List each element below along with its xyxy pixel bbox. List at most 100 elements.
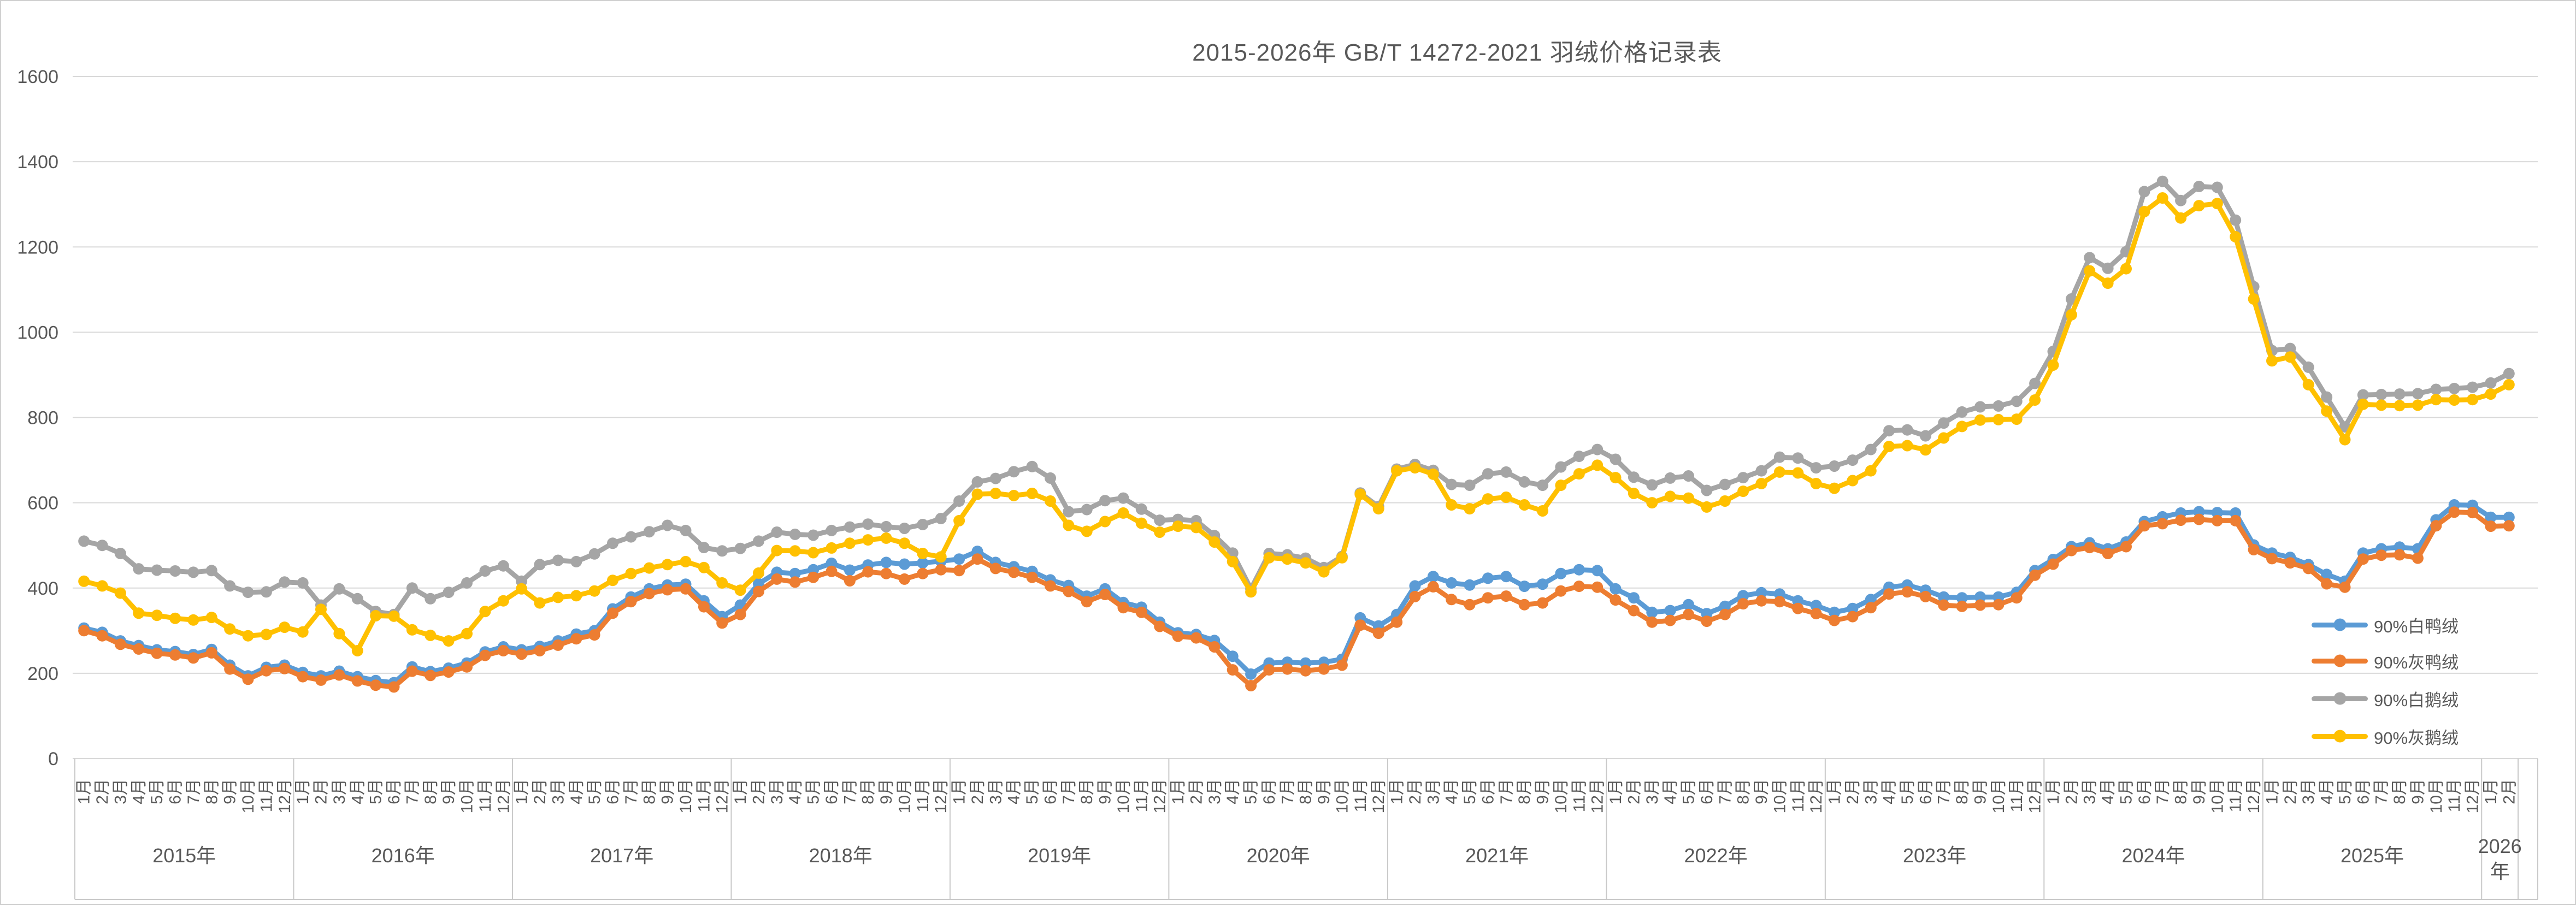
data-point[interactable] xyxy=(899,558,910,570)
data-point[interactable] xyxy=(625,596,637,608)
data-point[interactable] xyxy=(1993,599,2005,611)
data-point[interactable] xyxy=(2412,552,2424,564)
data-point[interactable] xyxy=(1190,632,1202,644)
data-point[interactable] xyxy=(917,567,929,579)
data-point[interactable] xyxy=(1974,414,1986,426)
data-point[interactable] xyxy=(2120,541,2132,553)
data-point[interactable] xyxy=(862,566,874,578)
data-point[interactable] xyxy=(771,526,783,538)
data-point[interactable] xyxy=(297,577,309,589)
data-point[interactable] xyxy=(552,639,564,651)
data-point[interactable] xyxy=(333,583,345,595)
data-point[interactable] xyxy=(2156,192,2168,204)
data-point[interactable] xyxy=(1683,608,1694,620)
legend-item-grey-goose-down[interactable]: 90%灰鹅绒 xyxy=(2312,725,2459,748)
data-point[interactable] xyxy=(1610,594,1622,606)
data-point[interactable] xyxy=(534,645,546,656)
data-point[interactable] xyxy=(953,553,965,565)
data-point[interactable] xyxy=(753,567,764,579)
data-point[interactable] xyxy=(2284,351,2296,363)
data-point[interactable] xyxy=(2138,186,2150,198)
data-point[interactable] xyxy=(297,671,309,683)
data-point[interactable] xyxy=(2357,553,2369,565)
data-point[interactable] xyxy=(2485,388,2497,400)
data-point[interactable] xyxy=(771,544,783,556)
data-point[interactable] xyxy=(662,519,674,531)
data-point[interactable] xyxy=(1956,406,1968,418)
data-point[interactable] xyxy=(789,545,801,557)
data-point[interactable] xyxy=(844,537,856,549)
data-point[interactable] xyxy=(1628,488,1640,499)
data-point[interactable] xyxy=(1810,462,1822,474)
data-point[interactable] xyxy=(844,564,856,576)
data-point[interactable] xyxy=(2156,175,2168,187)
data-point[interactable] xyxy=(935,513,947,524)
data-point[interactable] xyxy=(2375,399,2388,411)
data-point[interactable] xyxy=(789,528,801,540)
data-point[interactable] xyxy=(899,537,910,549)
data-point[interactable] xyxy=(844,521,856,533)
data-point[interactable] xyxy=(2175,194,2187,206)
data-point[interactable] xyxy=(607,575,618,587)
data-point[interactable] xyxy=(753,585,764,597)
data-point[interactable] xyxy=(224,663,236,675)
data-point[interactable] xyxy=(1427,468,1439,480)
data-point[interactable] xyxy=(2230,514,2242,526)
data-point[interactable] xyxy=(2430,520,2442,532)
data-point[interactable] xyxy=(1938,599,1950,611)
data-point[interactable] xyxy=(242,630,254,642)
data-point[interactable] xyxy=(1792,467,1804,479)
data-point[interactable] xyxy=(78,535,90,547)
data-point[interactable] xyxy=(2193,200,2205,212)
data-point[interactable] xyxy=(2211,181,2223,193)
data-point[interactable] xyxy=(899,573,910,585)
data-point[interactable] xyxy=(205,565,217,577)
data-point[interactable] xyxy=(2011,395,2023,407)
data-point[interactable] xyxy=(260,665,272,677)
data-point[interactable] xyxy=(333,627,345,639)
data-point[interactable] xyxy=(1865,443,1877,455)
data-point[interactable] xyxy=(753,535,764,547)
data-point[interactable] xyxy=(1318,566,1330,578)
data-point[interactable] xyxy=(1190,522,1202,534)
data-point[interactable] xyxy=(826,565,838,577)
data-point[interactable] xyxy=(1646,497,1658,509)
data-point[interactable] xyxy=(2193,180,2205,192)
data-point[interactable] xyxy=(1792,602,1804,614)
data-point[interactable] xyxy=(1901,440,1913,452)
data-point[interactable] xyxy=(880,520,892,532)
data-point[interactable] xyxy=(2065,544,2077,556)
data-point[interactable] xyxy=(2357,398,2369,410)
data-point[interactable] xyxy=(880,556,892,569)
data-point[interactable] xyxy=(1847,475,1859,487)
data-point[interactable] xyxy=(643,562,655,574)
data-point[interactable] xyxy=(1300,665,1312,677)
data-point[interactable] xyxy=(133,607,145,619)
data-point[interactable] xyxy=(2467,507,2479,519)
data-point[interactable] xyxy=(1045,472,1056,484)
data-point[interactable] xyxy=(1154,526,1166,538)
data-point[interactable] xyxy=(1099,589,1111,600)
data-point[interactable] xyxy=(1810,600,1822,612)
data-point[interactable] xyxy=(133,643,145,655)
data-point[interactable] xyxy=(1427,581,1439,593)
data-point[interactable] xyxy=(1773,466,1785,478)
data-point[interactable] xyxy=(2394,388,2406,400)
data-point[interactable] xyxy=(862,518,874,530)
data-point[interactable] xyxy=(2375,388,2388,400)
data-point[interactable] xyxy=(351,593,363,605)
data-point[interactable] xyxy=(443,587,455,599)
data-point[interactable] xyxy=(279,621,291,633)
data-point[interactable] xyxy=(698,542,710,554)
data-point[interactable] xyxy=(1446,577,1458,589)
legend-item-white-goose-down[interactable]: 90%白鹅绒 xyxy=(2312,688,2459,710)
data-point[interactable] xyxy=(1555,567,1567,579)
data-point[interactable] xyxy=(1810,478,1822,489)
data-point[interactable] xyxy=(1591,565,1604,577)
data-point[interactable] xyxy=(1737,472,1749,484)
data-point[interactable] xyxy=(1135,503,1147,515)
data-point[interactable] xyxy=(2102,277,2114,289)
data-point[interactable] xyxy=(680,583,692,595)
data-point[interactable] xyxy=(2156,518,2168,530)
data-point[interactable] xyxy=(1755,587,1767,599)
